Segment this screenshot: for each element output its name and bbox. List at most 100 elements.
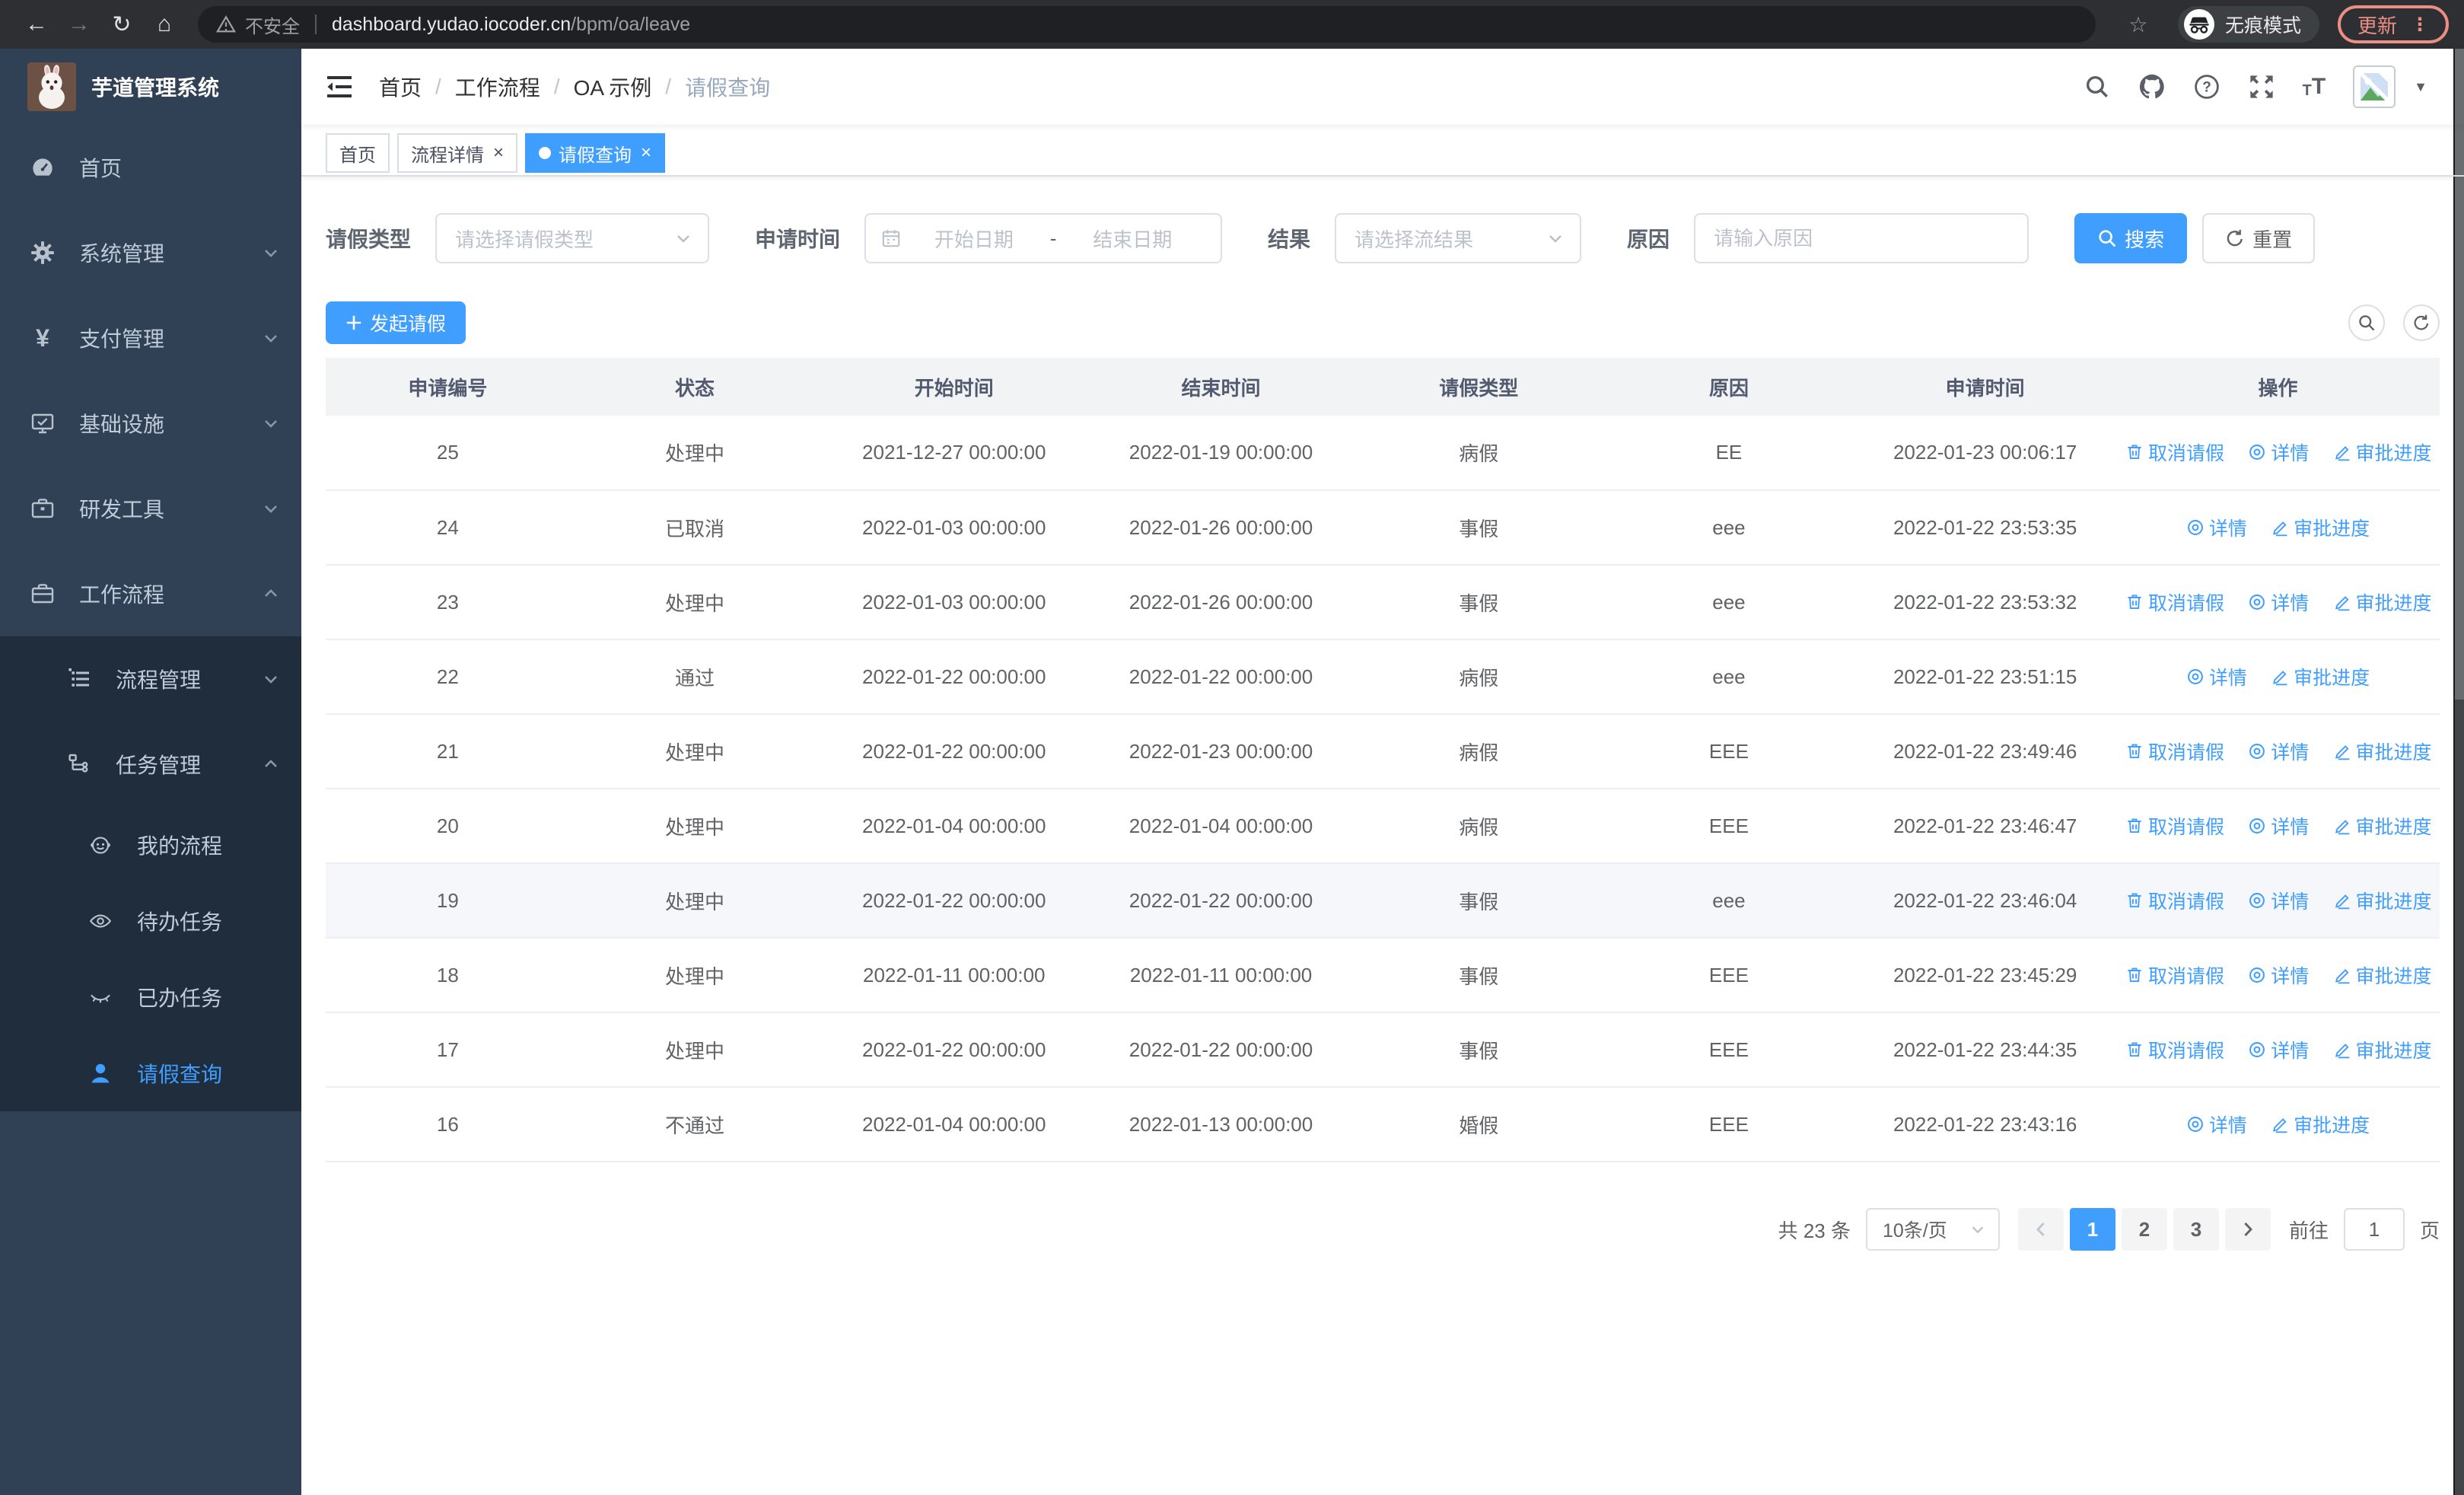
detail-link[interactable]: 详情 [2248,812,2309,840]
create-leave-button[interactable]: 发起请假 [326,301,466,344]
detail-link[interactable]: 详情 [2186,1111,2247,1138]
search-button[interactable]: 搜索 [2074,213,2188,263]
sidebar-item-system[interactable]: 系统管理 [0,210,301,295]
update-button[interactable]: 更新 ⋮ [2337,5,2449,43]
detail-link[interactable]: 详情 [2248,438,2309,466]
breadcrumb-home[interactable]: 首页 [379,76,422,100]
approval-progress-link[interactable]: 审批进度 [2333,588,2432,616]
github-icon[interactable] [2138,73,2166,100]
sidebar-item-my-process[interactable]: 我的流程 [0,807,301,883]
collapse-sidebar-icon[interactable] [324,72,355,102]
tab-home[interactable]: 首页 [326,133,390,173]
detail-link[interactable]: 详情 [2248,961,2309,989]
sidebar-item-payment[interactable]: ¥ 支付管理 [0,295,301,381]
table-toolbar: 发起请假 [326,301,2440,344]
approval-progress-link[interactable]: 审批进度 [2333,961,2432,989]
approval-progress-link[interactable]: 审批进度 [2271,1111,2370,1138]
tab-leave-query[interactable]: 请假查询 × [525,133,666,173]
approval-progress-link[interactable]: 审批进度 [2333,887,2432,914]
breadcrumb-workflow: 工作流程 [454,76,540,100]
eye-closed-icon [88,985,113,1009]
cell-leave-type: 事假 [1353,490,1604,566]
page-button-2[interactable]: 2 [2121,1208,2167,1251]
cancel-leave-link[interactable]: 取消请假 [2125,438,2224,466]
approval-progress-link[interactable]: 审批进度 [2333,1036,2432,1063]
pagination: 共 23 条 10条/页 1 2 3 前往 页 [326,1208,2440,1251]
cancel-leave-link[interactable]: 取消请假 [2125,1036,2224,1063]
logo[interactable]: 芋道管理系统 [0,49,301,125]
caret-down-icon[interactable]: ▼ [2414,78,2427,94]
help-icon[interactable]: ? [2193,73,2220,100]
reload-icon[interactable]: ↻ [112,11,132,37]
sidebar-item-infra[interactable]: 基础设施 [0,381,301,466]
cell-status: 处理中 [569,863,820,939]
page-size-select[interactable]: 10条/页 [1865,1208,2000,1251]
close-icon[interactable]: × [493,142,505,163]
detail-link[interactable]: 详情 [2248,887,2309,914]
detail-link[interactable]: 详情 [2248,1036,2309,1063]
forward-icon[interactable]: → [68,11,91,37]
search-icon[interactable] [2084,73,2111,100]
toggle-search-button[interactable] [2348,304,2385,341]
leave-table: 申请编号 状态 开始时间 结束时间 请假类型 原因 申请时间 操作 25 处理中 [326,358,2440,1162]
edit-icon [2335,819,2349,834]
reset-button[interactable]: 重置 [2202,213,2316,263]
incognito-label: 无痕模式 [2224,15,2301,37]
sidebar-item-done-tasks[interactable]: 已办任务 [0,959,301,1035]
refresh-table-button[interactable] [2403,304,2440,341]
scrollbar-thumb[interactable] [2455,49,2464,700]
detail-link[interactable]: 详情 [2186,514,2247,541]
sidebar-item-process-mgmt[interactable]: 流程管理 [0,636,301,722]
url-bar[interactable]: 不安全 dashboard.yudao.iocoder.cn/bpm/oa/le… [198,6,2096,43]
leave-type-select[interactable]: 请选择请假类型 [435,213,710,263]
page-button-3[interactable]: 3 [2173,1208,2219,1251]
refresh-icon [2414,314,2429,330]
result-select[interactable]: 请选择流结果 [1335,213,1582,263]
cell-reason: EEE [1603,714,1854,789]
cell-start-time: 2022-01-22 00:00:00 [820,863,1089,939]
avatar[interactable] [2353,65,2396,108]
approval-progress-link[interactable]: 审批进度 [2333,438,2432,466]
sidebar-item-leave-query[interactable]: 请假查询 [0,1035,301,1111]
sidebar-item-workflow[interactable]: 工作流程 [0,551,301,636]
bookmark-star-icon[interactable]: ☆ [2128,12,2148,37]
tab-process-detail[interactable]: 流程详情 × [397,133,518,173]
cell-actions: 取消请假 详情 审批进度 [2116,714,2440,789]
fullscreen-icon[interactable] [2248,73,2275,100]
cell-apply-time: 2022-01-22 23:43:16 [1854,1087,2117,1162]
close-icon[interactable]: × [641,142,652,163]
goto-page-input[interactable] [2343,1208,2405,1251]
cancel-leave-link[interactable]: 取消请假 [2125,961,2224,989]
back-icon[interactable]: ← [25,11,48,37]
cell-start-time: 2022-01-04 00:00:00 [820,1087,1089,1162]
detail-link[interactable]: 详情 [2186,663,2247,690]
menu-dots-icon[interactable]: ⋮ [2411,14,2429,35]
header-type: 请假类型 [1353,358,1604,416]
page-button-1[interactable]: 1 [2069,1208,2115,1251]
table-header-row: 申请编号 状态 开始时间 结束时间 请假类型 原因 申请时间 操作 [326,358,2440,416]
next-page-button[interactable] [2224,1208,2271,1251]
cancel-leave-link[interactable]: 取消请假 [2125,887,2224,914]
apply-time-range-picker[interactable]: 开始日期 - 结束日期 [864,213,1223,263]
sidebar-item-task-mgmt[interactable]: 任务管理 [0,722,301,807]
approval-progress-link[interactable]: 审批进度 [2271,514,2370,541]
cancel-leave-link[interactable]: 取消请假 [2125,588,2224,616]
cancel-leave-link[interactable]: 取消请假 [2125,812,2224,840]
reason-input[interactable] [1714,226,2010,250]
sidebar-item-home[interactable]: 首页 [0,125,301,210]
table-row: 25 处理中 2021-12-27 00:00:00 2022-01-19 00… [326,416,2440,491]
sidebar-item-todo-tasks[interactable]: 待办任务 [0,883,301,959]
detail-link[interactable]: 详情 [2248,588,2309,616]
approval-progress-link[interactable]: 审批进度 [2333,812,2432,840]
flow-tree-icon [67,752,91,776]
prev-page-button[interactable] [2017,1208,2064,1251]
yen-icon: ¥ [36,324,49,352]
approval-progress-link[interactable]: 审批进度 [2271,663,2370,690]
home-icon[interactable]: ⌂ [157,11,172,37]
cancel-leave-link[interactable]: 取消请假 [2125,738,2224,765]
approval-progress-link[interactable]: 审批进度 [2333,738,2432,765]
browser-scrollbar[interactable] [2453,49,2464,1495]
detail-link[interactable]: 详情 [2248,738,2309,765]
sidebar-item-devtools[interactable]: 研发工具 [0,466,301,551]
